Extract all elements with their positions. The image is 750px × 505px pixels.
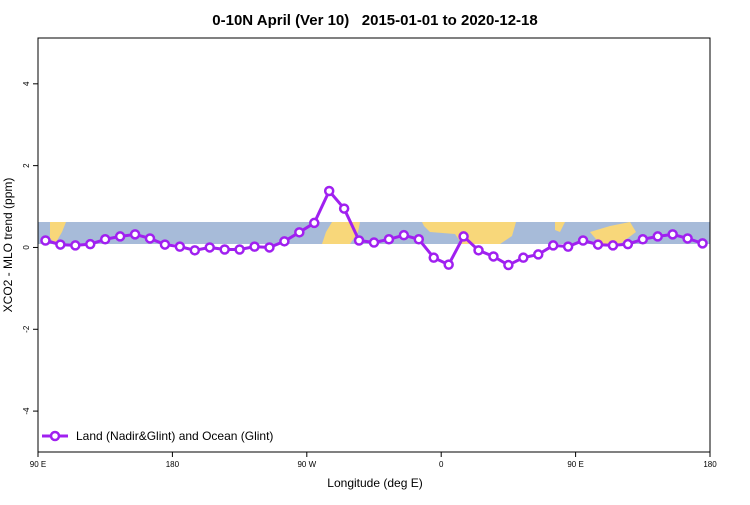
data-point [592,239,604,250]
legend-label: Land (Nadir&Glint) and Ocean (Glint) [76,429,273,443]
data-point [383,234,395,245]
land [422,222,516,244]
data-point [294,227,305,238]
y-tick-label: -2 [22,325,31,333]
y-tick-label: 4 [22,81,31,86]
data-point [473,245,484,256]
data-point [577,235,589,246]
y-tick-label: -4 [22,407,31,415]
land [590,222,636,244]
data-point [234,244,245,255]
data-point [682,233,693,244]
data-point [458,231,469,242]
data-point [353,235,365,246]
data-point [323,185,335,197]
legend-marker [49,430,61,442]
data-point [562,241,574,252]
data-point [99,234,111,245]
data-point [518,252,529,263]
data-point [443,259,454,270]
map-band [38,222,710,244]
y-axis-label: XCO2 - MLO trend (ppm) [1,178,15,313]
x-tick-label: 180 [166,460,180,469]
data-point [607,240,619,251]
x-tick-label: 90 W [297,460,316,469]
data-point [368,237,380,248]
data-point [40,235,51,246]
x-axis-label: Longitude (deg E) [327,476,422,490]
data-point [249,241,260,252]
x-tick-label: 0 [439,460,444,469]
data-point [652,231,663,242]
data-point [667,229,678,240]
data-point [85,238,96,250]
chart-title: 0-10N April (Ver 10) 2015-01-01 to 2020-… [212,12,537,29]
data-point [428,252,439,263]
data-point [488,251,499,262]
plot-frame [37,37,711,453]
data-point [533,249,544,260]
data-point [264,242,275,253]
land [50,222,66,244]
data-point [398,229,410,241]
data-point [204,242,215,253]
data-point [279,236,290,247]
land [555,222,565,232]
data-point [70,240,81,251]
data-point [55,239,66,250]
data-point [309,217,320,229]
data-point [159,239,171,250]
data-point [144,233,156,244]
x-tick-label: 90 E [30,460,46,469]
data-point [503,259,514,271]
data-point [174,241,186,252]
x-tick-label: 180 [703,460,717,469]
x-tick-label: 90 E [567,460,583,469]
ocean-band [38,222,710,244]
data-point [637,234,649,245]
data-point [697,238,708,249]
data-point [413,234,425,245]
data-point [338,203,350,214]
data-point [129,229,141,240]
land [322,222,360,244]
data-point [219,244,230,255]
data-point [189,245,201,256]
y-tick-label: 2 [22,163,31,168]
data-point [114,231,126,242]
data-point [622,238,634,250]
data-point [547,240,559,251]
y-tick-label: 0 [22,245,31,250]
